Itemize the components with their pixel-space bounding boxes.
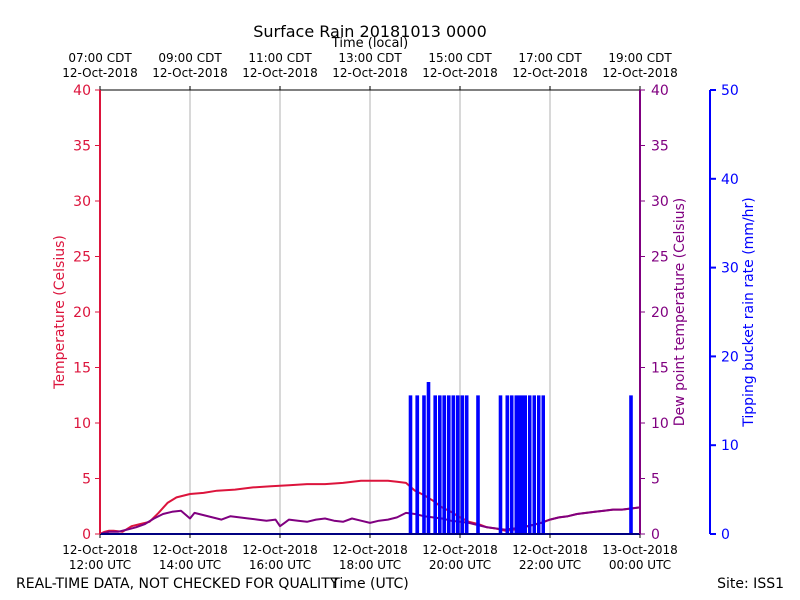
top-tick-time-6: 19:00 CDT	[608, 51, 672, 65]
top-tick-date-0: 12-Oct-2018	[62, 66, 138, 80]
series-dew-point-line	[99, 506, 641, 535]
x-tick-time-5: 22:00 UTC	[519, 558, 581, 572]
rain-tick-label-1: 10	[721, 438, 739, 454]
dew-tick-label-8: 40	[651, 83, 669, 99]
x-tick-time-2: 16:00 UTC	[249, 558, 311, 572]
top-tick-date-6: 12-Oct-2018	[602, 66, 678, 80]
top-tick-time-4: 15:00 CDT	[428, 51, 492, 65]
y-right-dewpoint-label: Dew point temperature (Celsius)	[672, 198, 688, 426]
top-tick-time-0: 07:00 CDT	[68, 51, 132, 65]
rain-tick-label-0: 0	[721, 527, 730, 543]
x-tick-date-1: 12-Oct-2018	[152, 543, 228, 557]
top-tick-time-2: 11:00 CDT	[248, 51, 312, 65]
chart-title: Surface Rain 20181013 0000	[253, 22, 487, 41]
top-tick-date-1: 12-Oct-2018	[152, 66, 228, 80]
dew-tick-label-0: 0	[651, 527, 660, 543]
x-tick-time-4: 20:00 UTC	[429, 558, 491, 572]
temp-tick-label-6: 30	[73, 194, 91, 210]
dew-tick-label-3: 15	[651, 361, 669, 377]
temp-tick-label-2: 10	[73, 416, 91, 432]
rain-tick-label-3: 30	[721, 261, 739, 277]
temp-tick-label-5: 25	[73, 250, 91, 266]
x-axis-label: Time (UTC)	[330, 576, 408, 592]
x-tick-time-6: 00:00 UTC	[609, 558, 671, 572]
x-tick-date-0: 12-Oct-2018	[62, 543, 138, 557]
y-right-rain-label: Tipping bucket rain rate (mm/hr)	[741, 197, 757, 427]
temp-tick-label-8: 40	[73, 83, 91, 99]
temp-tick-label-1: 5	[82, 472, 91, 488]
top-tick-date-3: 12-Oct-2018	[332, 66, 408, 80]
x-tick-time-1: 14:00 UTC	[159, 558, 221, 572]
dew-tick-label-1: 5	[651, 472, 660, 488]
x-tick-date-2: 12-Oct-2018	[242, 543, 318, 557]
temp-tick-label-0: 0	[82, 527, 91, 543]
rain-tick-label-4: 40	[721, 172, 739, 188]
dew-tick-label-7: 35	[651, 139, 669, 155]
rain-tick-label-2: 20	[721, 349, 739, 365]
top-tick-date-2: 12-Oct-2018	[242, 66, 318, 80]
disclaimer-text: REAL-TIME DATA, NOT CHECKED FOR QUALITY	[16, 576, 339, 592]
dew-tick-label-2: 10	[651, 416, 669, 432]
temp-tick-label-4: 20	[73, 305, 91, 321]
temp-tick-label-3: 15	[73, 361, 91, 377]
top-axis-title: Time (local)	[331, 36, 408, 51]
x-tick-date-6: 13-Oct-2018	[602, 543, 678, 557]
x-tick-time-0: 12:00 UTC	[69, 558, 131, 572]
y-left-label: Temperature (Celsius)	[52, 235, 68, 390]
x-tick-time-3: 18:00 UTC	[339, 558, 401, 572]
top-tick-time-1: 09:00 CDT	[158, 51, 222, 65]
dew-tick-label-4: 20	[651, 305, 669, 321]
temp-tick-label-7: 35	[73, 139, 91, 155]
rain-tick-label-5: 50	[721, 83, 739, 99]
x-tick-date-3: 12-Oct-2018	[332, 543, 408, 557]
dew-tick-label-5: 25	[651, 250, 669, 266]
x-tick-date-5: 12-Oct-2018	[512, 543, 588, 557]
gridlines	[189, 90, 551, 534]
top-tick-time-5: 17:00 CDT	[518, 51, 582, 65]
top-tick-time-3: 13:00 CDT	[338, 51, 402, 65]
top-tick-date-4: 12-Oct-2018	[422, 66, 498, 80]
dew-tick-label-6: 30	[651, 194, 669, 210]
x-tick-date-4: 12-Oct-2018	[422, 543, 498, 557]
site-label: Site: ISS1	[717, 576, 784, 592]
top-tick-date-5: 12-Oct-2018	[512, 66, 588, 80]
